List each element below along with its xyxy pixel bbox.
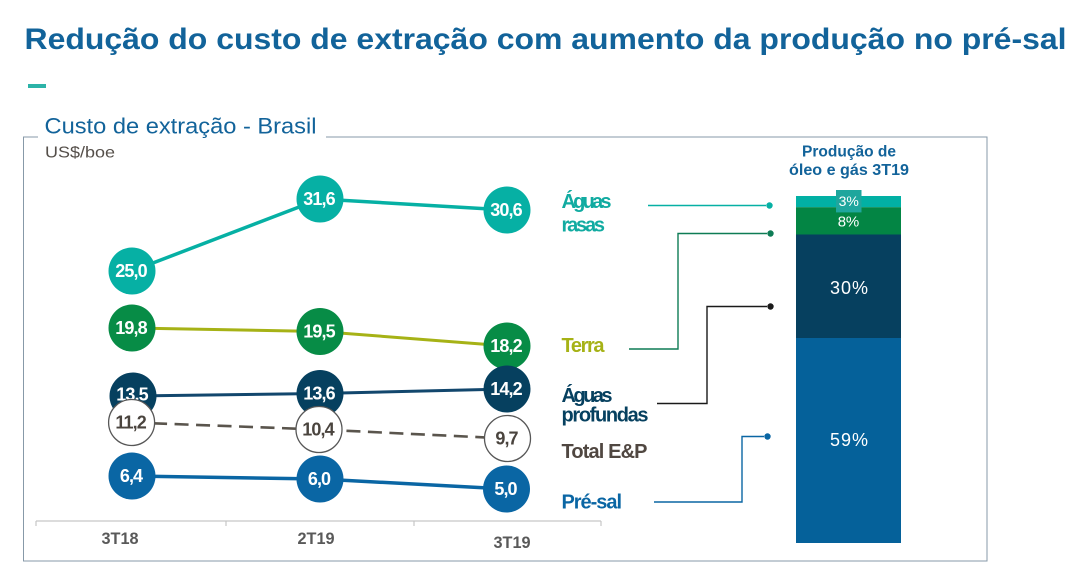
svg-text:18,2: 18,2 <box>490 336 522 356</box>
svg-text:5,0: 5,0 <box>494 479 517 499</box>
svg-text:19,8: 19,8 <box>115 318 147 338</box>
svg-text:30%: 30% <box>830 278 869 298</box>
svg-text:30,6: 30,6 <box>490 200 522 220</box>
svg-text:25,0: 25,0 <box>115 261 147 281</box>
svg-text:Águas: Águas <box>562 384 613 407</box>
svg-text:profundas: profundas <box>562 405 649 427</box>
svg-text:10,4: 10,4 <box>302 420 334 440</box>
svg-text:2T19: 2T19 <box>298 529 335 548</box>
svg-text:Águas: Águas <box>562 190 612 213</box>
svg-text:13,5: 13,5 <box>116 385 148 405</box>
svg-text:9,7: 9,7 <box>495 429 518 449</box>
svg-text:59%: 59% <box>830 430 869 450</box>
svg-text:Total E&P: Total E&P <box>562 441 648 463</box>
svg-text:8%: 8% <box>838 214 860 231</box>
svg-text:Custo de extração - Brasil: Custo de extração - Brasil <box>45 114 317 139</box>
svg-text:US$/boe: US$/boe <box>45 145 115 162</box>
svg-text:Pré-sal: Pré-sal <box>562 492 623 514</box>
svg-text:6,4: 6,4 <box>120 466 143 486</box>
svg-text:14,2: 14,2 <box>490 379 522 399</box>
svg-text:11,2: 11,2 <box>115 413 146 433</box>
svg-text:Produção de: Produção de <box>802 144 896 161</box>
svg-text:6,0: 6,0 <box>308 469 331 489</box>
svg-text:3%: 3% <box>839 193 859 209</box>
svg-text:3T19: 3T19 <box>494 533 531 552</box>
svg-text:3T18: 3T18 <box>102 529 139 548</box>
svg-text:31,6: 31,6 <box>303 189 335 209</box>
svg-text:13,6: 13,6 <box>303 384 335 404</box>
svg-text:Terra: Terra <box>562 335 606 357</box>
svg-text:Redução do custo de extração c: Redução do custo de extração com aumento… <box>25 23 1067 56</box>
svg-text:óleo e gás 3T19: óleo e gás 3T19 <box>789 162 909 179</box>
svg-text:rasas: rasas <box>562 215 606 237</box>
svg-text:19,5: 19,5 <box>303 322 335 342</box>
